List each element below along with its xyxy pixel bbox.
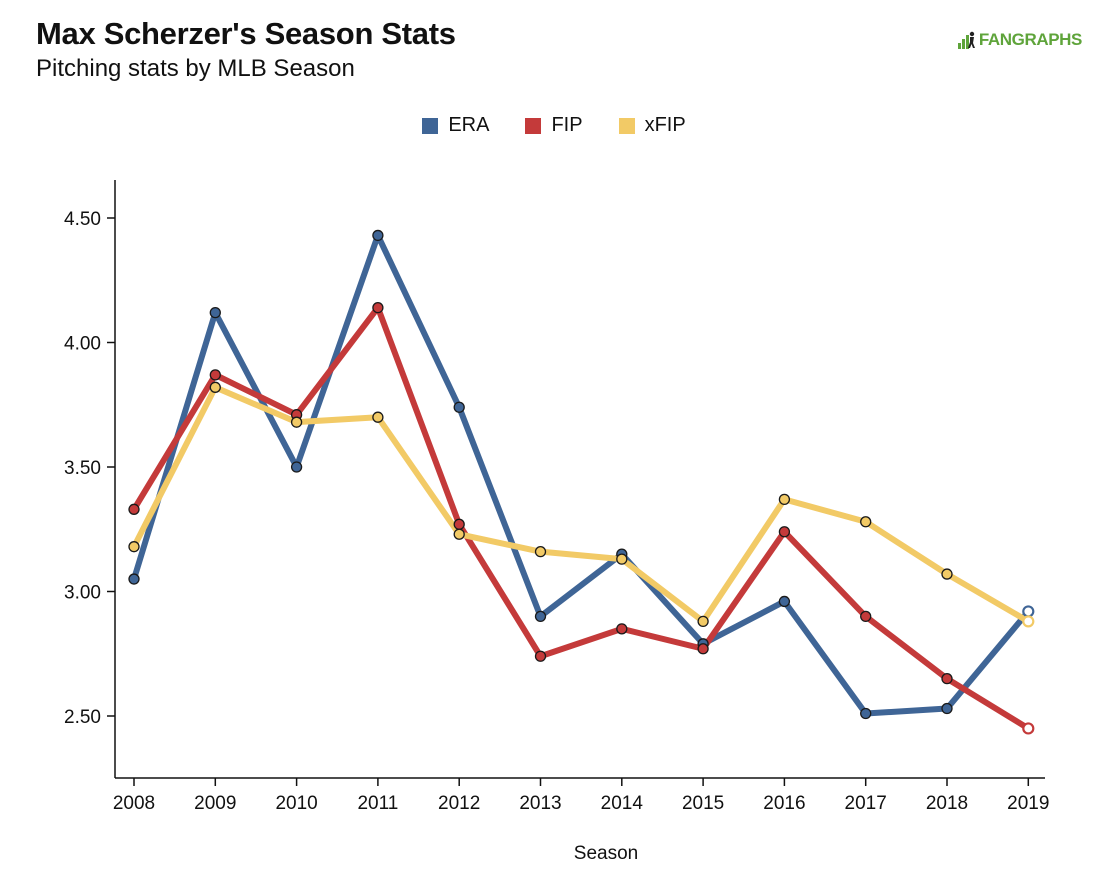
era-data-point (941, 702, 953, 715)
legend-item-fip[interactable]: FIP (525, 114, 583, 137)
era-data-point (534, 610, 547, 623)
y-tick-label: 4.50 (64, 209, 101, 230)
era-data-point (372, 229, 384, 242)
fip-data-point (128, 503, 140, 515)
x-tick-label: 2018 (926, 793, 968, 814)
fangraphs-logo[interactable]: FANGRAPHS (957, 30, 1082, 50)
xfip-data-point (616, 553, 628, 565)
legend-label-xfip: xFIP (644, 114, 686, 136)
era-data-point (290, 461, 303, 473)
x-tick-label: 2016 (763, 793, 805, 814)
xfip-data-point (372, 411, 384, 423)
x-tick-label: 2009 (194, 793, 236, 814)
y-tick-label: 4.00 (64, 334, 101, 355)
chart-title: Max Scherzer's Season Stats (36, 16, 456, 51)
xfip-data-point (209, 381, 221, 393)
xfip-data-point (128, 541, 140, 553)
legend-label-fip: FIP (551, 114, 583, 136)
fip-data-point (778, 526, 791, 538)
fangraphs-logo-icon (957, 31, 975, 49)
fip-data-point (616, 623, 628, 635)
x-tick-label: 2013 (519, 793, 561, 814)
x-tick-label: 2012 (438, 793, 480, 814)
fip-data-point (209, 369, 221, 381)
fip-data-point (860, 610, 872, 623)
xfip-data-point (534, 546, 547, 558)
era-data-point (128, 573, 140, 585)
fip-data-point (534, 650, 547, 662)
era-data-point (860, 707, 872, 720)
y-tick-label: 3.00 (64, 583, 101, 604)
xfip-data-point (778, 493, 791, 506)
x-tick-label: 2019 (1007, 793, 1049, 814)
fangraphs-logo-text: FANGRAPHS (978, 30, 1083, 49)
xfip-data-point (941, 568, 953, 580)
era-data-point (209, 306, 221, 319)
x-axis-title: Season (574, 843, 638, 864)
x-tick-label: 2011 (357, 793, 398, 814)
fip-data-point (941, 673, 953, 685)
fip-series-line (131, 304, 1032, 732)
legend-swatch-fip (525, 117, 542, 134)
legend-item-era[interactable]: ERA (422, 114, 489, 137)
chart-legend: ERA FIP xFIP (0, 114, 1100, 137)
fip-data-point (1022, 722, 1035, 735)
era-data-point (453, 401, 465, 413)
x-tick-label: 2017 (845, 793, 887, 814)
fip-data-point (697, 643, 709, 655)
xfip-data-point (860, 516, 872, 528)
y-tick-label: 3.50 (64, 458, 101, 479)
legend-label-era: ERA (448, 114, 490, 136)
era-data-point (1022, 605, 1035, 618)
era-data-point (778, 595, 791, 608)
x-tick-label: 2010 (275, 793, 317, 814)
x-tick-label: 2015 (682, 793, 724, 814)
fip-data-point (453, 518, 465, 530)
chart-subtitle: Pitching stats by MLB Season (36, 55, 355, 82)
xfip-data-point (1022, 615, 1035, 628)
xfip-data-point (453, 528, 465, 540)
fip-data-point (372, 301, 384, 314)
y-tick-label: 2.50 (64, 707, 101, 728)
legend-swatch-xfip (618, 117, 635, 134)
xfip-data-point (290, 416, 303, 428)
xfip-data-point (697, 615, 709, 628)
x-tick-label: 2008 (113, 793, 155, 814)
xfip-series-line (131, 384, 1032, 625)
x-tick-label: 2014 (601, 793, 644, 814)
legend-item-xfip[interactable]: xFIP (618, 114, 686, 137)
era-series-line (131, 232, 1032, 717)
legend-swatch-era (422, 117, 439, 134)
